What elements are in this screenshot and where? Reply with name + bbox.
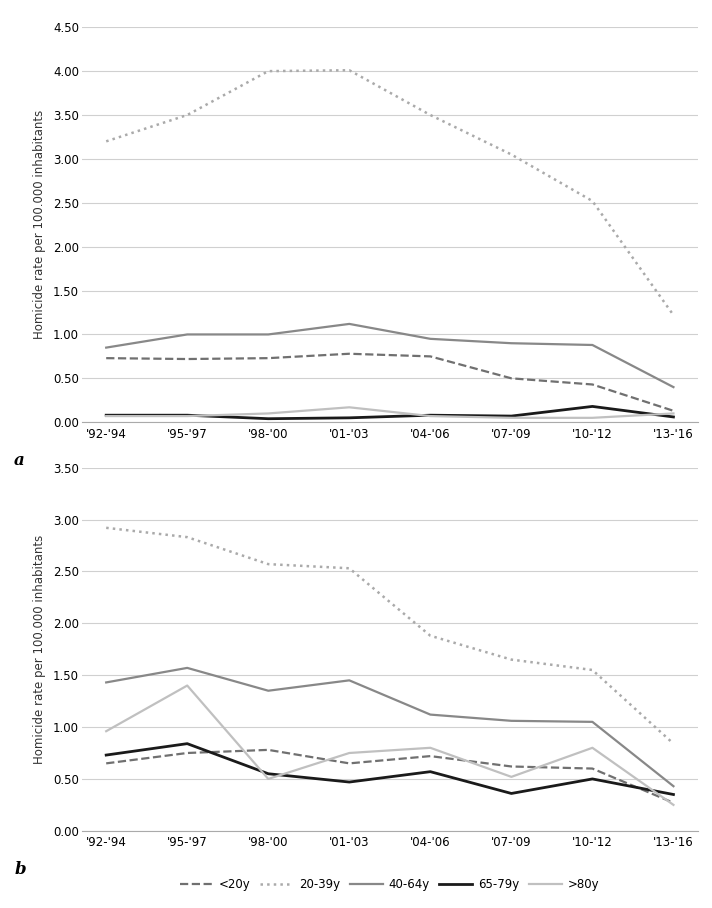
Legend: <20y, 20-39y, 40-64y, 65-79y, >80y: <20y, 20-39y, 40-64y, 65-79y, >80y xyxy=(175,468,604,490)
Text: a: a xyxy=(14,452,25,469)
Y-axis label: Homicide rate per 100.000 inhabitants: Homicide rate per 100.000 inhabitants xyxy=(33,535,46,764)
Y-axis label: Homicide rate per 100.000 inhabitants: Homicide rate per 100.000 inhabitants xyxy=(33,110,46,340)
Legend: <20y, 20-39y, 40-64y, 65-79y, >80y: <20y, 20-39y, 40-64y, 65-79y, >80y xyxy=(175,873,604,895)
Text: b: b xyxy=(14,861,26,878)
